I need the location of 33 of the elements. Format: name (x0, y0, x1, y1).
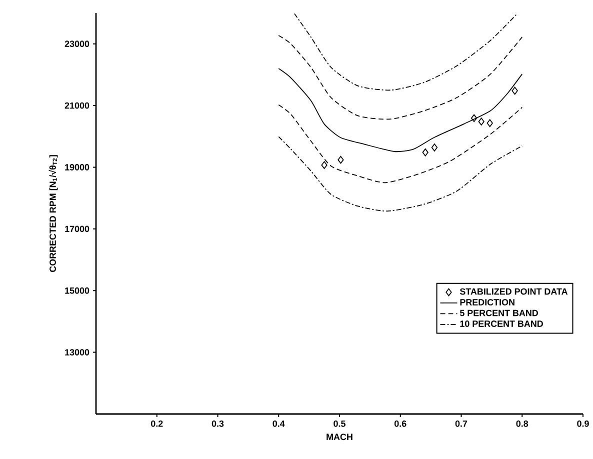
x-tick-label: 0.8 (516, 420, 528, 427)
point (478, 118, 484, 126)
y-tick-label: 17000 (65, 226, 90, 232)
x-tick-label: 0.2 (151, 420, 163, 427)
line-series (294, 13, 518, 91)
point (486, 119, 493, 128)
x-tick-label: 0.9 (577, 420, 589, 427)
y-tick-label: 19000 (65, 164, 90, 170)
x-tick-label: 0.4 (272, 420, 285, 427)
point (338, 156, 344, 164)
y-tick-label: 15000 (65, 287, 90, 294)
line-series (278, 68, 523, 152)
point (431, 144, 438, 152)
point (470, 114, 478, 122)
x-axis-title: MACH (326, 434, 352, 440)
point (321, 161, 328, 170)
y-tick-label: 21000 (64, 102, 90, 109)
y-tick-label: 23000 (64, 40, 90, 48)
point (422, 148, 428, 156)
legend-label: PREDICTION (460, 299, 514, 306)
line-series (278, 136, 523, 212)
y-tick-label: 13000 (65, 349, 90, 356)
x-tick-label: 0.7 (455, 420, 468, 427)
legend-label: 5 PERCENT BAND (460, 310, 538, 316)
legend-label: STABILIZED POINT DATA (460, 288, 568, 295)
line-series (278, 104, 523, 184)
legend-label: 10 PERCENT BAND (460, 320, 543, 327)
x-tick-label: 0.5 (334, 420, 346, 427)
y-axis-title: CORRECTED RPM [N$_{1}$/√θ$_{T2}$] (48, 155, 58, 272)
line-series (278, 35, 523, 120)
point (512, 86, 518, 95)
x-tick-label: 0.6 (394, 420, 406, 427)
x-tick-label: 0.3 (212, 420, 224, 427)
